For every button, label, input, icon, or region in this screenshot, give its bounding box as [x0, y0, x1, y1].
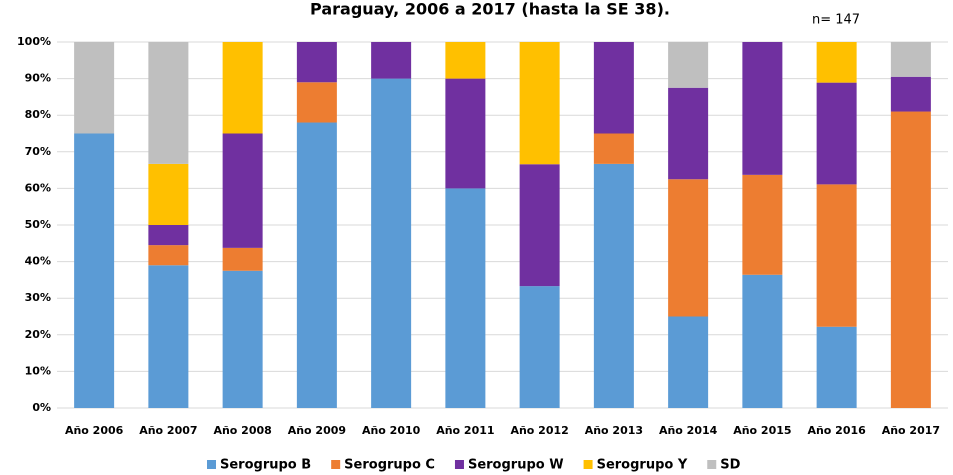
bar-segment: [148, 265, 189, 408]
x-tick-label: Año 2010: [362, 424, 421, 437]
bar-segment: [742, 174, 783, 275]
y-tick-label: 70%: [25, 145, 51, 158]
y-tick-label: 30%: [25, 291, 51, 304]
x-tick-label: Año 2008: [213, 424, 271, 437]
x-tick-label: Año 2009: [288, 424, 346, 437]
legend-swatch: [583, 460, 593, 469]
bar-segment: [74, 133, 115, 408]
bar-segment: [74, 42, 115, 134]
bar-segment: [668, 87, 709, 180]
bar-segment: [222, 42, 263, 134]
bar-segment: [593, 42, 634, 134]
y-tick-label: 10%: [25, 364, 51, 377]
bar-segment: [593, 163, 634, 408]
bar-segment: [148, 245, 189, 266]
y-tick-label: 100%: [17, 35, 51, 48]
bar-segment: [371, 42, 412, 79]
y-tick-label: 20%: [25, 328, 51, 341]
bar-segment: [371, 78, 412, 408]
x-tick-label: Año 2006: [65, 424, 124, 437]
bar-segment: [890, 42, 931, 77]
legend-label: Serogrupo W: [468, 458, 564, 473]
chart-title: Paraguay, 2006 a 2017 (hasta la SE 38).: [310, 0, 670, 19]
bar-segment: [816, 326, 857, 408]
legend-swatch: [454, 460, 464, 469]
x-tick-label: Año 2015: [733, 424, 791, 437]
y-tick-label: 60%: [25, 181, 51, 194]
bar-segment: [445, 42, 486, 79]
legend-swatch: [207, 460, 216, 469]
bar-segment: [519, 42, 560, 165]
legend-swatch: [331, 460, 341, 469]
bar-segment: [296, 42, 337, 83]
bar-segment: [816, 184, 857, 327]
bar-segment: [519, 286, 560, 408]
x-tick-label: Año 2014: [659, 424, 718, 437]
y-tick-label: 80%: [25, 108, 51, 121]
x-tick-label: Año 2007: [139, 424, 197, 437]
legend-swatch: [707, 460, 717, 469]
bar-segment: [445, 188, 486, 408]
x-tick-label: Año 2011: [436, 424, 494, 437]
bar-segment: [296, 82, 337, 123]
x-tick-label: Año 2012: [510, 424, 568, 437]
bar-segment: [816, 42, 857, 83]
annotation: n= 147: [812, 13, 860, 28]
bar-segment: [222, 133, 263, 248]
bar-segment: [296, 122, 337, 409]
bar-segment: [593, 133, 634, 164]
bar-segment: [668, 179, 709, 317]
bar-segment: [890, 76, 931, 112]
y-tick-label: 0%: [32, 401, 51, 414]
legend-label: SD: [720, 458, 740, 473]
x-tick-label: Año 2017: [882, 424, 940, 437]
bar-segment: [519, 164, 560, 287]
y-tick-label: 90%: [25, 72, 51, 85]
bar-segment: [148, 42, 189, 164]
y-tick-label: 50%: [25, 218, 51, 231]
bar-segment: [148, 225, 189, 246]
legend-label: Serogrupo Y: [597, 458, 688, 473]
bar-segment: [222, 247, 263, 271]
legend-label: Serogrupo B: [220, 458, 311, 473]
bar-segment: [668, 316, 709, 408]
x-tick-label: Año 2016: [807, 424, 866, 437]
bar-segment: [148, 163, 189, 225]
bar-segment: [668, 42, 709, 88]
bar-segment: [742, 42, 783, 175]
y-tick-label: 40%: [25, 255, 51, 268]
bar-segment: [445, 78, 486, 189]
bar-segment: [816, 82, 857, 185]
bar-segment: [222, 270, 263, 408]
x-tick-label: Año 2013: [585, 424, 643, 437]
bar-segment: [890, 111, 931, 408]
legend-label: Serogrupo C: [344, 458, 435, 473]
bar-segment: [742, 274, 783, 408]
